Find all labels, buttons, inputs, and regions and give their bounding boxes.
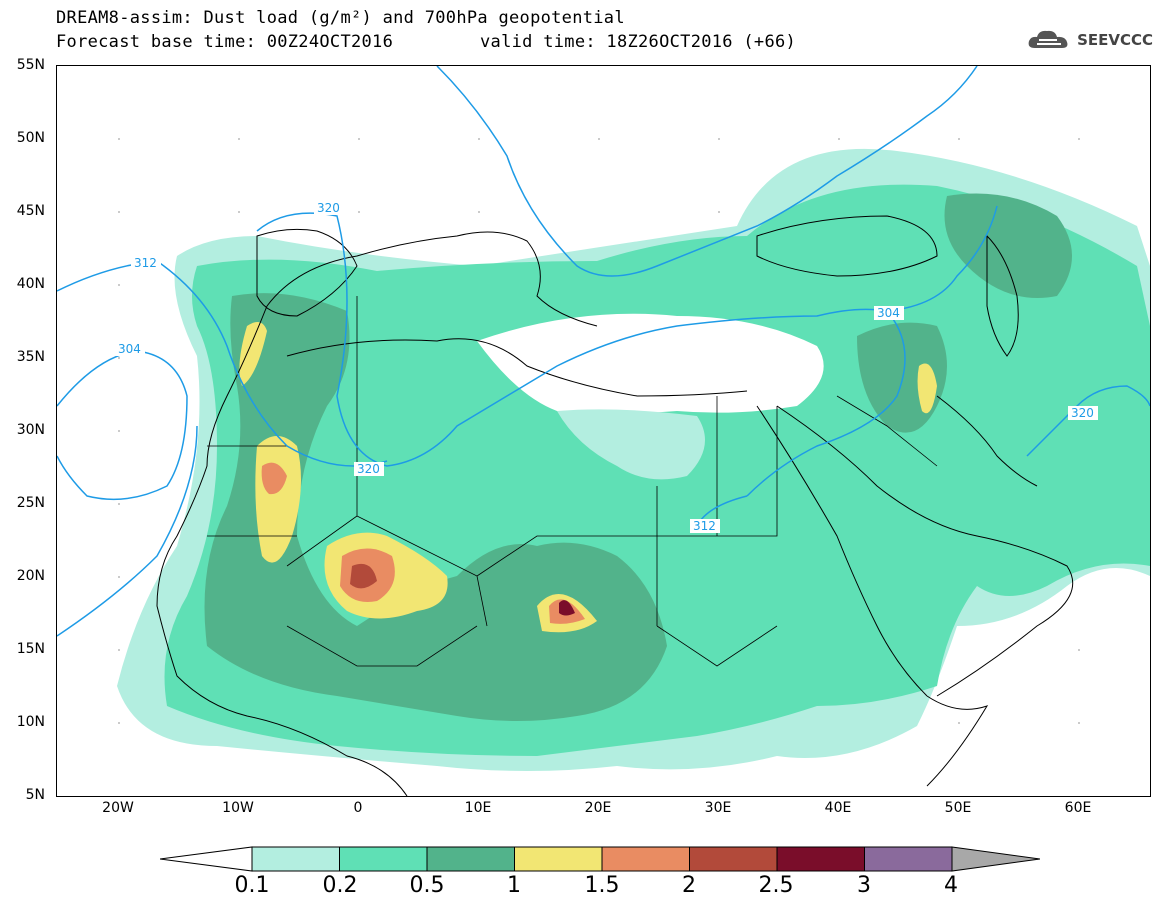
coastline-horn: [926, 695, 989, 787]
dust-band-0.5-caucasus: [944, 193, 1072, 298]
lat-tick: 30N: [16, 422, 45, 438]
colorbar-label: 2.5: [758, 873, 794, 898]
coastline-med-south: [286, 338, 748, 397]
colorbar-label: 2: [682, 873, 696, 898]
dust-band-2.5: [559, 600, 575, 616]
lat-tick: 50N: [16, 130, 45, 146]
colorbar: [160, 846, 1040, 872]
contour-label: 312: [134, 256, 157, 270]
contour-label: 320: [357, 462, 380, 476]
lat-tick: 10N: [16, 714, 45, 730]
coastline-med-north: [266, 231, 598, 327]
lat-tick: 5N: [25, 787, 45, 803]
valid-time: valid time: 18Z26OCT2016 (+66): [480, 32, 797, 52]
lon-tick: 60E: [1064, 800, 1092, 816]
dust-band-1.5-west: [261, 462, 287, 495]
lat-tick: 20N: [16, 568, 45, 584]
contour-label: 304: [877, 306, 900, 320]
coastline-black-sea: [756, 215, 938, 277]
coastline-caspian: [986, 234, 1019, 357]
lon-tick: 20E: [584, 800, 612, 816]
map-title: DREAM8-assim: Dust load (g/m²) and 700hP…: [56, 8, 625, 28]
lat-tick: 25N: [16, 495, 45, 511]
coastline-west-africa: [156, 305, 408, 796]
dust-map: 320 312 304 320 312 304 320: [57, 66, 1150, 796]
coastline-gulf: [936, 395, 1038, 487]
lon-tick: 0: [353, 800, 363, 816]
colorbar-label: 0.1: [234, 873, 270, 898]
lon-tick: 10E: [464, 800, 492, 816]
colorbar-label: 0.5: [409, 873, 445, 898]
coastline-iberia: [256, 228, 358, 317]
map-frame: 320 312 304 320 312 304 320: [56, 65, 1151, 797]
contour-label: 312: [693, 519, 716, 533]
lon-tick: 50E: [944, 800, 972, 816]
lat-tick: 45N: [16, 203, 45, 219]
colorbar-swatch: [426, 846, 515, 872]
colorbar-high-arrow: [951, 846, 1040, 872]
contour-east-320: [1026, 385, 1150, 457]
dust-band-2: [350, 563, 377, 589]
colorbar-label: 4: [944, 873, 958, 898]
lat-tick: 40N: [16, 276, 45, 292]
colorbar-swatch: [251, 846, 340, 872]
colorbar-label: 1.5: [584, 873, 620, 898]
lon-tick: 30E: [704, 800, 732, 816]
lat-tick: 55N: [16, 57, 45, 73]
border-lines: [207, 296, 938, 667]
dust-band-1-iraq: [917, 363, 937, 414]
lon-tick: 20W: [102, 800, 134, 816]
lon-tick: 40E: [824, 800, 852, 816]
colorbar-low-arrow: [160, 846, 253, 872]
colorbar-swatch: [689, 846, 778, 872]
logo-text: SEEVCCC: [1077, 31, 1153, 49]
lat-tick: 35N: [16, 349, 45, 365]
forecast-base-time: Forecast base time: 00Z24OCT2016: [56, 32, 394, 52]
contour-label: 320: [1071, 406, 1094, 420]
colorbar-label: 0.2: [322, 873, 358, 898]
clear-area-med: [477, 313, 824, 414]
coastline-red-sea: [756, 405, 928, 697]
contour-320: [256, 212, 906, 497]
contour-label: 320: [317, 201, 340, 215]
colorbar-label: 1: [507, 873, 521, 898]
cloud-icon: [1028, 30, 1068, 48]
colorbar-swatch: [776, 846, 865, 872]
colorbar-swatch: [514, 846, 603, 872]
coastline-arabia: [776, 405, 1074, 697]
lat-tick: 15N: [16, 641, 45, 657]
seevccc-logo: SEEVCCC: [1027, 28, 1153, 52]
colorbar-label: 3: [857, 873, 871, 898]
colorbar-swatch: [601, 846, 690, 872]
dust-band-1-morocco: [239, 322, 267, 386]
clear-area-libya: [557, 409, 705, 480]
contour-label: 304: [118, 342, 141, 356]
lon-tick: 10W: [222, 800, 254, 816]
colorbar-swatch: [339, 846, 428, 872]
contour-north: [436, 66, 978, 277]
colorbar-swatch: [864, 846, 953, 872]
